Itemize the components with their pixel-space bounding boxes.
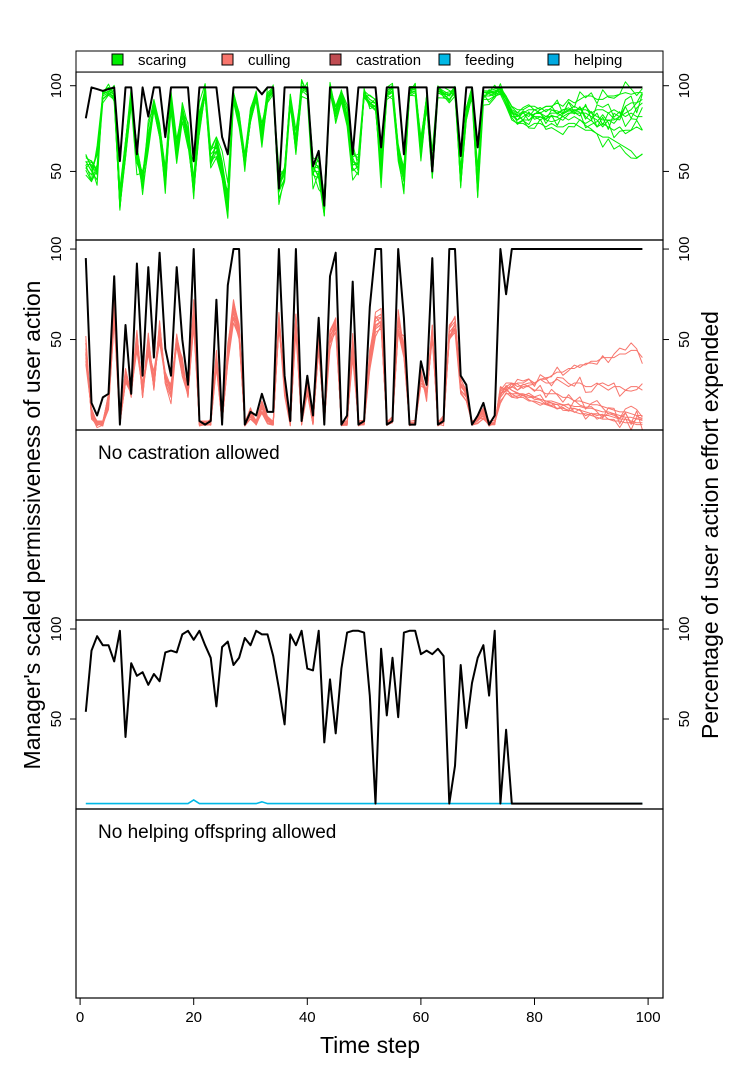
x-axis-title: Time step <box>320 1032 420 1058</box>
y-tick-label-left: 100 <box>48 237 65 262</box>
manager-series-feeding <box>84 629 643 805</box>
manager-series-scaring <box>84 86 643 207</box>
y-tick-label-right: 100 <box>676 73 693 98</box>
legend-item-scaring: scaring <box>111 52 186 69</box>
legend-swatch <box>111 53 124 66</box>
y-tick-label-left: 50 <box>48 163 65 180</box>
x-tick-label: 40 <box>299 1009 316 1026</box>
legend-item-castration: castration <box>329 52 421 69</box>
legend-label: feeding <box>465 52 514 69</box>
y-tick-label-right: 50 <box>676 163 693 180</box>
y-tick-label-left: 100 <box>48 73 65 98</box>
y-axis-title-left: Manager's scaled permissiveness of user … <box>19 281 45 770</box>
series-layer <box>84 79 643 805</box>
user-series-scaring-12 <box>85 86 643 209</box>
y-tick-label-right: 100 <box>676 616 693 641</box>
legend-swatch <box>221 53 234 66</box>
legend-swatch <box>438 53 451 66</box>
x-tick-label: 0 <box>76 1009 84 1026</box>
y-axis-title-right: Percentage of user action effort expende… <box>697 311 723 739</box>
y-tick-label-left: 50 <box>48 331 65 348</box>
panel-frames <box>75 71 664 999</box>
x-tick-label: 80 <box>526 1009 543 1026</box>
y-tick-label-left: 100 <box>48 616 65 641</box>
y-tick-label-right: 50 <box>676 331 693 348</box>
legend-label: culling <box>248 52 291 69</box>
user-series-culling-12 <box>85 292 643 430</box>
legend-label: castration <box>356 52 421 69</box>
panel-frame-helping <box>75 808 664 999</box>
legend: scaring culling castration feeding helping <box>75 50 664 73</box>
manager-series-culling <box>84 248 643 426</box>
legend-label: scaring <box>138 52 186 69</box>
y-tick-label-right: 50 <box>676 711 693 728</box>
legend-item-feeding: feeding <box>438 52 514 69</box>
legend-swatch <box>547 53 560 66</box>
panel-note-helping: No helping offspring allowed <box>98 822 336 843</box>
legend-swatch <box>329 53 342 66</box>
panel-note-castration: No castration allowed <box>98 443 280 464</box>
legend-item-helping: helping <box>547 52 622 69</box>
legend-label: helping <box>574 52 622 69</box>
x-tick-label: 60 <box>413 1009 430 1026</box>
legend-item-culling: culling <box>221 52 291 69</box>
axis-ticks: 50 50 100 100 50 50 100 100 No castration allowe… <box>48 73 693 1026</box>
y-tick-label-left: 50 <box>48 711 65 728</box>
y-tick-label-right: 100 <box>676 237 693 262</box>
panel-frame-feeding <box>75 619 664 810</box>
x-tick-label: 100 <box>636 1009 661 1026</box>
x-tick-label: 20 <box>185 1009 202 1026</box>
